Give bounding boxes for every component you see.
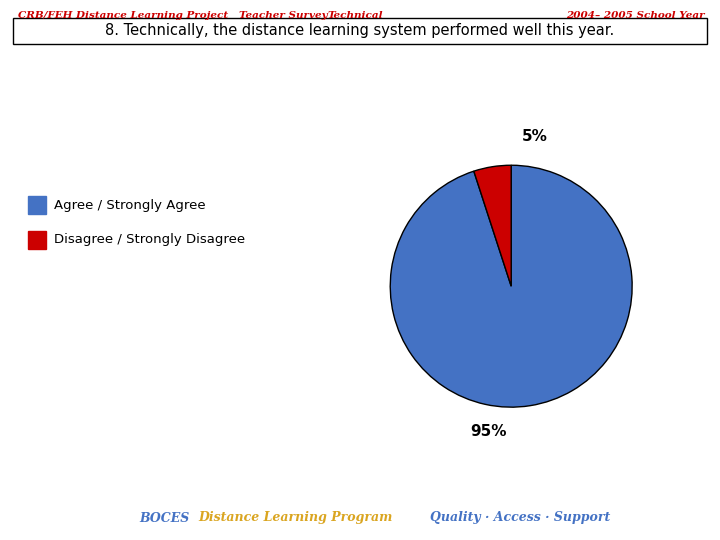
Bar: [28, 196, 46, 214]
Text: 8. Technically, the distance learning system performed well this year.: 8. Technically, the distance learning sy…: [105, 24, 615, 38]
FancyBboxPatch shape: [13, 18, 707, 44]
Text: Distance Learning Program: Distance Learning Program: [198, 511, 392, 524]
Text: Disagree / Strongly Disagree: Disagree / Strongly Disagree: [54, 233, 245, 246]
Text: 5%: 5%: [522, 130, 548, 144]
Wedge shape: [390, 165, 632, 407]
Text: BOCES: BOCES: [140, 511, 190, 524]
Text: Quality · Access · Support: Quality · Access · Support: [430, 511, 611, 524]
Text: 2004– 2005 School Year: 2004– 2005 School Year: [567, 11, 705, 21]
Bar: [28, 231, 46, 249]
Text: Technical: Technical: [327, 11, 383, 21]
Text: Agree / Strongly Agree: Agree / Strongly Agree: [54, 199, 206, 212]
Text: CRB/FEH Distance Learning Project   Teacher Survey: CRB/FEH Distance Learning Project Teache…: [18, 11, 328, 21]
Wedge shape: [474, 165, 511, 286]
Text: 95%: 95%: [470, 424, 506, 440]
